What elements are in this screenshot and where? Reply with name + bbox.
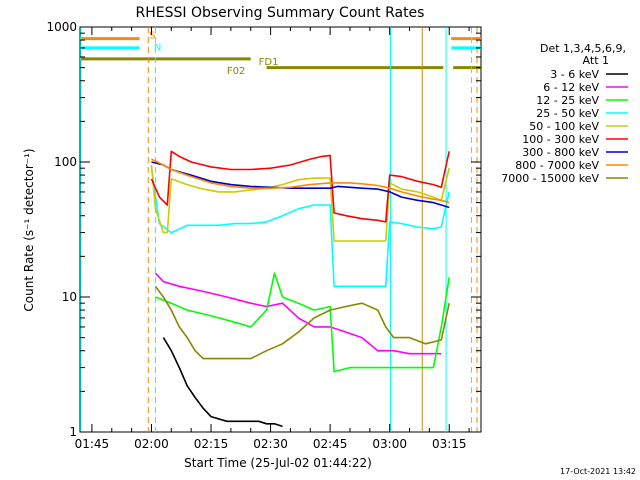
legend-label-800-7000-kev: 800 - 7000 keV [515,159,599,172]
legend-label-7000-15000-kev: 7000 - 15000 keV [501,172,599,185]
series-line-12-25-kev [155,272,450,373]
series-line-800-7000-kev [151,158,450,204]
y-tick-label-3: 1000 [46,20,77,34]
y-tick-label-1: 10 [62,290,77,304]
legend-label-50-100-kev: 50 - 100 keV [529,120,599,133]
x-tick-label-6: 03:15 [432,437,467,451]
x-axis: 01:45 02:00 02:15 02:30 02:45 03:00 03:15 [75,27,470,451]
series-line-6-12-kev [154,272,442,355]
series-line-25-50-kev [150,168,450,288]
legend-label-3-6-kev: 3 - 6 keV [550,68,599,81]
series-group [150,150,450,428]
annotation-n: N [154,42,161,53]
annotation-s: S [149,30,155,41]
annotations: SN FD1 F02 [149,30,278,77]
plot-frame [79,26,482,433]
y-tick-label-2: 100 [54,155,77,169]
x-tick-label-4: 02:45 [313,437,348,451]
footer-timestamp: 17-Oct-2021 13:42 [560,467,636,476]
x-tick-label-3: 02:30 [253,437,288,451]
legend-label-6-12-kev: 6 - 12 keV [543,81,599,94]
annotation-fd1: FD1 [259,57,279,68]
legend-label-100-300-kev: 100 - 300 keV [522,133,599,146]
x-tick-label-5: 03:00 [372,437,407,451]
legend-header-line-1: Det 1,3,4,5,6,9, [540,42,626,55]
y-axis: 1 10 100 1000 [46,20,481,439]
legend-label-12-25-kev: 12 - 25 keV [536,94,599,107]
x-tick-label-0: 01:45 [75,437,110,451]
chart-title: RHESSI Observing Summary Count Rates [136,5,425,21]
legend-label-25-50-kev: 25 - 50 keV [536,107,599,120]
legend-label-300-800-kev: 300 - 800 keV [522,146,599,159]
y-tick-label-0: 1 [69,425,77,439]
x-tick-label-2: 02:15 [194,437,229,451]
vertical-markers [80,27,478,432]
series-line-100-300-kev [150,150,450,223]
state-bars [80,37,481,70]
annotation-f02: F02 [227,66,245,77]
series-line-3-6-kev [162,337,283,428]
legend-header-line-2: Att 1 [583,54,609,67]
y-axis-label: Count Rate (s⁻¹ detector⁻¹) [22,148,36,311]
series-line-50-100-kev [150,164,450,242]
x-axis-label: Start Time (25-Jul-02 01:44:22) [184,456,372,470]
plot-area: SN FD1 F02 [79,26,482,433]
x-tick-label-1: 02:00 [134,437,169,451]
series-line-300-800-kev [151,161,450,209]
series-line-7000-15000-kev [154,285,450,360]
